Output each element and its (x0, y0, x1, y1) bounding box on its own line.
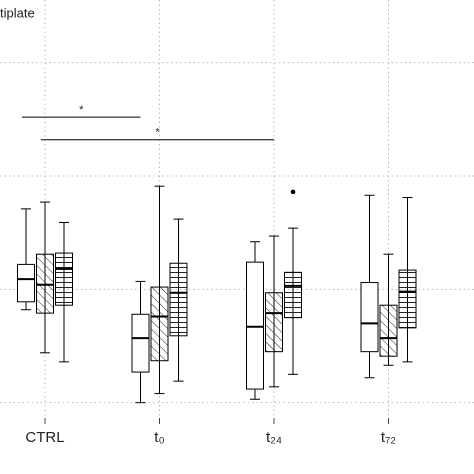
box (150, 286, 169, 362)
box (131, 313, 150, 373)
significance-label: * (79, 104, 84, 116)
box (379, 304, 398, 357)
box (398, 269, 417, 329)
box (284, 271, 302, 319)
box (246, 261, 264, 390)
box (17, 263, 35, 303)
x-tick-label: t₀ (154, 429, 164, 446)
outlier (290, 189, 296, 195)
x-tick-label: t₇₂ (381, 429, 396, 446)
box (265, 292, 283, 353)
box (360, 282, 379, 353)
x-tick-label: CTRL (25, 429, 64, 446)
box (36, 253, 54, 314)
x-tick-label: t₂₄ (266, 429, 282, 446)
box (169, 262, 188, 337)
significance-label: * (155, 127, 160, 139)
chart-title: tiplate (0, 5, 35, 20)
box (55, 252, 73, 306)
